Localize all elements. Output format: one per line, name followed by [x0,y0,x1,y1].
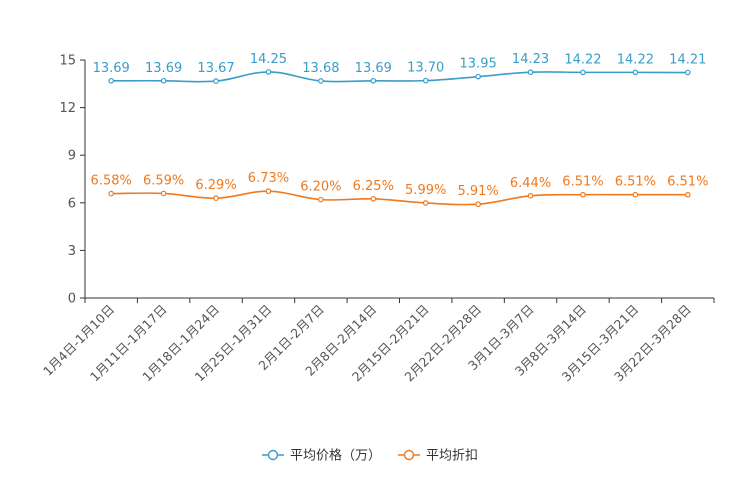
data-label: 14.25 [250,52,287,67]
data-point [527,69,534,76]
data-label: 6.51% [667,175,708,190]
data-point [213,78,219,84]
data-label: 6.51% [562,175,603,190]
y-tick-label: 0 [68,292,76,307]
data-point [370,77,377,84]
data-label: 13.69 [355,61,392,76]
data-point [318,78,324,84]
data-label: 6.20% [300,180,341,195]
series-line [111,71,688,83]
data-point [160,190,167,197]
data-point [527,193,534,199]
data-label: 6.73% [248,171,289,186]
data-point [632,191,639,198]
legend-label: 平均折扣 [426,449,478,464]
data-point [475,201,481,208]
data-label: 6.29% [195,178,236,193]
data-point [632,69,639,76]
data-point [108,190,115,197]
y-tick-label: 12 [59,101,76,116]
data-label: 6.58% [91,174,132,189]
data-label: 13.69 [93,61,130,76]
data-point [370,196,377,202]
data-point [475,73,481,80]
series-line [111,190,688,206]
data-label: 6.51% [615,175,656,190]
data-label: 14.22 [564,52,601,67]
data-point [213,195,219,201]
data-label: 13.69 [145,61,182,76]
data-point [265,69,272,75]
data-label: 6.59% [143,173,184,188]
data-label: 6.44% [510,176,551,191]
series-layer: 13.69 13.69 13.67 14.25 13.68 13.69 13.70 13.95… [91,52,708,208]
data-point [160,77,167,84]
data-label: 13.68 [302,61,339,76]
data-point [108,77,115,84]
legend-marker-icon [403,449,415,461]
data-label: 5.99% [405,183,446,198]
data-label: 13.67 [197,61,234,76]
data-label: 14.21 [669,53,706,68]
series-price: 13.69 13.69 13.67 14.25 13.68 13.69 13.70 13.95… [93,52,706,84]
data-label: 13.70 [407,61,444,76]
y-tick-label: 9 [68,149,76,164]
data-point [265,188,272,195]
legend-label: 平均价格（万） [290,448,381,464]
data-point [684,191,691,198]
data-point [422,200,429,206]
y-tick-label: 3 [68,244,76,259]
legend-marker-icon [267,449,279,461]
axes: 036912151月4日-1月10日1月11日-1月17日1月18日-1月24日… [40,54,715,384]
y-tick-label: 6 [68,196,76,211]
data-label: 13.95 [460,57,497,72]
legend[interactable]: 平均价格（万） 平均折扣 [262,448,478,464]
series-discount: 6.58% 6.59% 6.29% 6.73% 6.20% 6.25% 5.99% 5.91%… [91,171,708,208]
y-tick-label: 15 [59,54,76,69]
legend-item-discount[interactable]: 平均折扣 [398,449,478,464]
data-point [422,77,429,84]
data-point [580,69,586,76]
legend-item-price[interactable]: 平均价格（万） [262,448,381,464]
data-point [318,196,324,203]
data-label: 14.22 [617,52,654,67]
data-point [684,69,691,76]
data-label: 14.23 [512,52,549,67]
data-label: 6.25% [353,179,394,194]
data-label: 5.91% [457,184,498,199]
data-point [580,191,586,198]
